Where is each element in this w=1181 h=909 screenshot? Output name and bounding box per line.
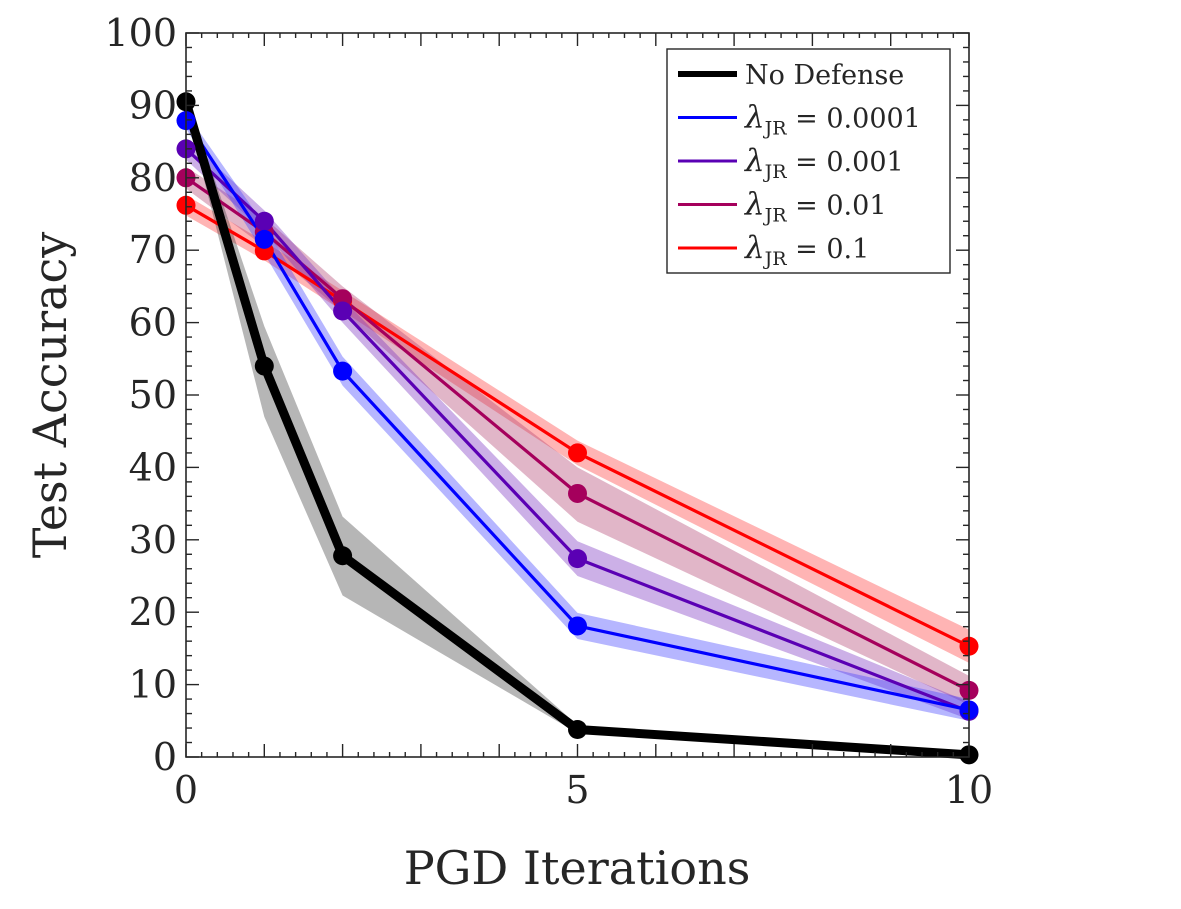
x-axis-ticks: 0 5 10 bbox=[174, 768, 993, 812]
y-tick-label: 50 bbox=[129, 373, 177, 417]
legend-label-lambdajr-0-0001: λJR = 0.0001 bbox=[743, 100, 921, 140]
x-tick-label: 10 bbox=[945, 768, 993, 812]
point-lambdajr-0-0001-x2 bbox=[333, 361, 353, 381]
x-axis-title: PGD Iterations bbox=[404, 841, 751, 895]
y-tick-label: 10 bbox=[129, 663, 177, 707]
y-tick-label: 60 bbox=[129, 301, 177, 345]
y-tick-label: 40 bbox=[129, 445, 177, 489]
y-tick-label: 20 bbox=[129, 590, 177, 634]
point-lambdajr-0-001-x1 bbox=[254, 211, 274, 231]
legend-label-lambdajr-0-001: λJR = 0.001 bbox=[743, 143, 904, 183]
y-axis-title: Test Accuracy bbox=[23, 232, 77, 559]
point-lambdajr-0-01-x5 bbox=[568, 483, 587, 503]
point-no-defense-x1 bbox=[254, 356, 274, 376]
point-lambdajr-0-1-x5 bbox=[568, 443, 587, 463]
point-lambdajr-0-001-x5 bbox=[568, 549, 587, 569]
band-lambdajr-0-1 bbox=[186, 195, 969, 663]
y-tick-label: 30 bbox=[129, 518, 177, 562]
point-lambdajr-0-001-x2 bbox=[333, 301, 353, 321]
y-tick-label: 0 bbox=[153, 735, 177, 779]
legend-label-lambdajr-0-1: λJR = 0.1 bbox=[743, 230, 869, 270]
y-axis-ticks: 0 10 20 30 40 50 60 70 80 90 100 bbox=[104, 11, 177, 779]
point-no-defense-x5 bbox=[568, 719, 587, 739]
y-tick-label: 90 bbox=[129, 83, 177, 127]
point-no-defense-x2 bbox=[333, 546, 353, 566]
legend-label-lambdajr-0-01: λJR = 0.01 bbox=[743, 187, 887, 227]
point-lambdajr-0-0001-x5 bbox=[568, 616, 587, 636]
axes-frame bbox=[185, 32, 970, 758]
legend-label-no-defense: No Defense bbox=[745, 60, 904, 91]
y-tick-label: 80 bbox=[129, 156, 177, 200]
y-tick-label: 100 bbox=[104, 11, 177, 55]
point-lambdajr-0-0001-x1 bbox=[254, 229, 274, 249]
x-tick-label: 0 bbox=[174, 768, 198, 812]
x-tick-label: 5 bbox=[565, 768, 589, 812]
y-tick-label: 70 bbox=[129, 228, 177, 272]
band-no-defense bbox=[186, 94, 969, 756]
